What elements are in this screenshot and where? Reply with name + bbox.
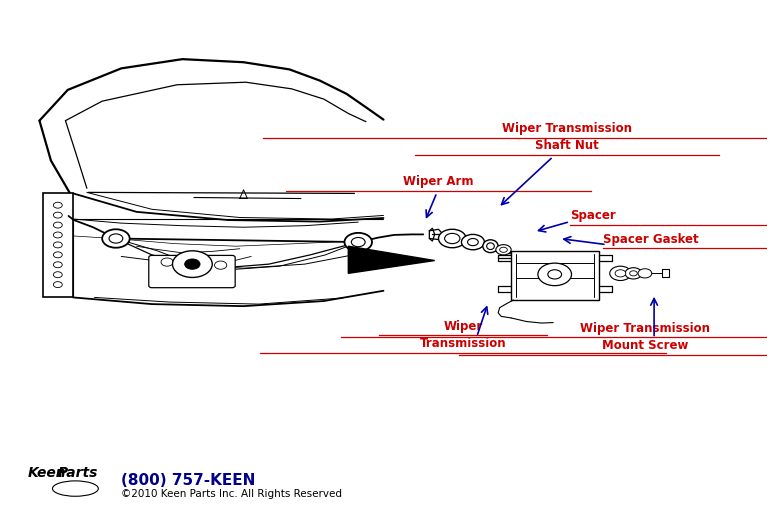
Text: Wiper: Wiper xyxy=(444,320,483,333)
Circle shape xyxy=(53,242,62,248)
Text: Parts: Parts xyxy=(58,466,99,480)
Circle shape xyxy=(538,263,571,285)
Circle shape xyxy=(638,269,651,278)
Circle shape xyxy=(161,258,173,266)
Text: Wiper Transmission: Wiper Transmission xyxy=(502,122,632,135)
Circle shape xyxy=(53,232,62,238)
Circle shape xyxy=(53,252,62,258)
Text: Wiper Arm: Wiper Arm xyxy=(403,175,474,188)
Circle shape xyxy=(438,229,466,248)
Circle shape xyxy=(172,251,213,278)
FancyBboxPatch shape xyxy=(149,255,235,287)
Text: Mount Screw: Mount Screw xyxy=(601,339,688,352)
Text: (800) 757-KEEN: (800) 757-KEEN xyxy=(121,473,256,488)
Circle shape xyxy=(547,270,561,279)
Circle shape xyxy=(53,282,62,287)
Circle shape xyxy=(610,266,631,281)
Circle shape xyxy=(109,234,122,243)
Circle shape xyxy=(351,237,365,247)
Circle shape xyxy=(53,212,62,218)
Circle shape xyxy=(185,259,200,269)
Circle shape xyxy=(53,272,62,278)
Polygon shape xyxy=(42,193,73,297)
Circle shape xyxy=(215,261,226,269)
Circle shape xyxy=(615,270,626,277)
Text: Transmission: Transmission xyxy=(420,337,507,350)
Circle shape xyxy=(444,234,460,243)
Ellipse shape xyxy=(52,481,99,496)
Circle shape xyxy=(467,238,478,246)
Text: Keen: Keen xyxy=(28,466,67,480)
Polygon shape xyxy=(348,246,435,274)
Ellipse shape xyxy=(487,243,494,250)
Text: Spacer Gasket: Spacer Gasket xyxy=(603,233,698,246)
Text: Spacer: Spacer xyxy=(570,209,616,222)
Ellipse shape xyxy=(483,240,498,253)
Circle shape xyxy=(53,262,62,268)
Circle shape xyxy=(344,233,372,251)
Circle shape xyxy=(102,229,129,248)
Circle shape xyxy=(53,202,62,208)
Circle shape xyxy=(625,268,642,279)
Text: ©2010 Keen Parts Inc. All Rights Reserved: ©2010 Keen Parts Inc. All Rights Reserve… xyxy=(121,488,343,499)
Circle shape xyxy=(630,271,638,276)
Circle shape xyxy=(496,244,511,255)
Text: Shaft Nut: Shaft Nut xyxy=(535,139,599,152)
Circle shape xyxy=(500,247,507,252)
Circle shape xyxy=(53,222,62,228)
Text: Wiper Transmission: Wiper Transmission xyxy=(580,322,710,335)
Circle shape xyxy=(461,235,484,250)
